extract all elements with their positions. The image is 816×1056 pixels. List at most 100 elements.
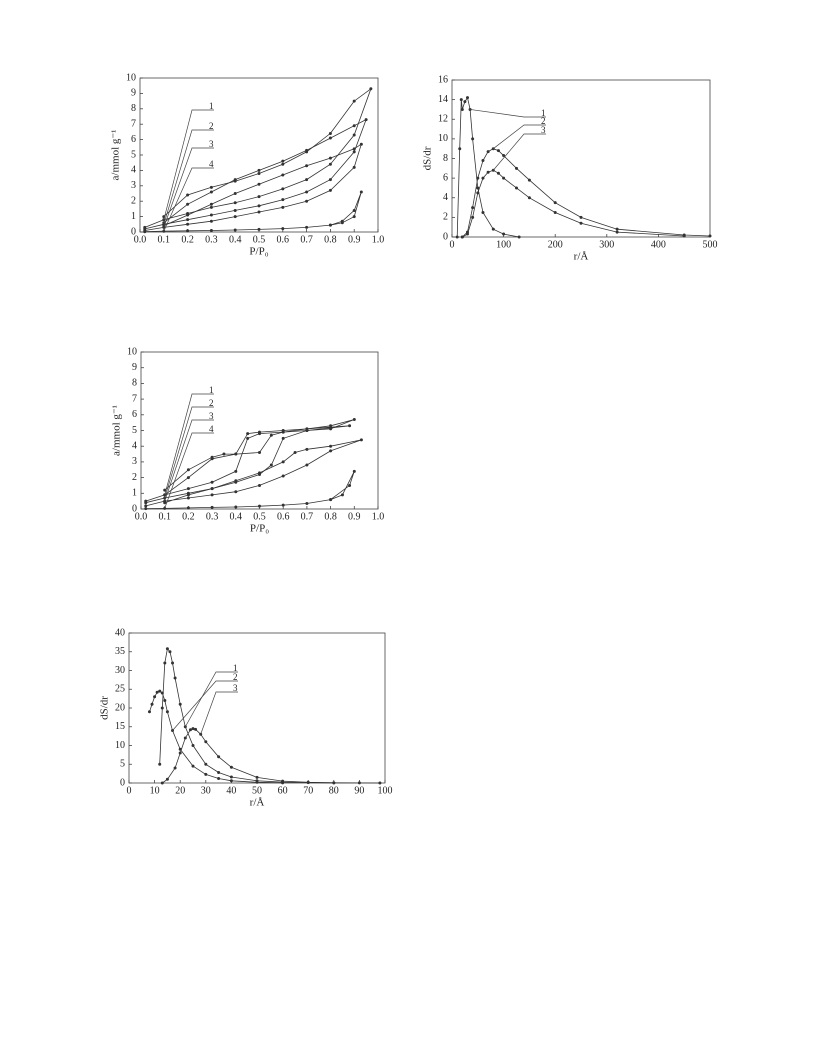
data-point: [305, 148, 309, 152]
data-point: [515, 166, 518, 170]
data-point: [183, 736, 187, 740]
data-point: [352, 150, 356, 154]
data-point: [217, 755, 221, 759]
legend-label: 3: [233, 683, 238, 693]
data-point: [168, 650, 172, 654]
plot-frame: [451, 79, 711, 238]
y-tick-label: 2: [132, 472, 137, 483]
data-point: [486, 150, 490, 154]
data-point: [165, 647, 169, 651]
x-tick-label: 90: [354, 785, 364, 796]
data-point: [352, 99, 356, 103]
data-point: [234, 505, 238, 509]
data-point: [352, 418, 356, 422]
data-point: [281, 779, 285, 783]
data-point: [305, 502, 309, 506]
x-tick-label: 0.2: [182, 511, 195, 522]
data-point: [352, 208, 356, 212]
data-point: [257, 182, 261, 186]
data-point: [305, 199, 309, 203]
y-tick-label: 8: [132, 378, 137, 389]
data-point: [359, 438, 363, 442]
legend-leader: [164, 406, 214, 499]
data-point: [186, 193, 190, 197]
data-point: [258, 471, 261, 475]
x-tick-label: 0.4: [230, 511, 243, 522]
data-point: [502, 154, 506, 158]
data-point: [328, 131, 332, 135]
x-tick-label: 1.0: [372, 234, 385, 245]
x-axis-label: P/P₀: [250, 523, 269, 535]
x-tick-label: 10: [150, 785, 160, 796]
y-tick-label: 16: [438, 74, 448, 85]
data-point: [233, 201, 237, 205]
y-tick-label: 10: [438, 133, 448, 144]
x-tick-label: 0.0: [135, 511, 148, 522]
data-point: [210, 480, 214, 484]
data-point: [328, 162, 332, 166]
y-axis-label: a/mmol g⁻¹: [111, 405, 123, 456]
legend-leader: [163, 147, 214, 228]
x-tick-label: 0.2: [181, 234, 194, 245]
y-tick-label: 1: [132, 488, 137, 499]
data-point: [255, 775, 259, 779]
x-tick-label: 40: [226, 785, 236, 796]
data-point: [329, 498, 333, 502]
data-point: [229, 765, 233, 769]
data-point: [163, 661, 167, 665]
data-point: [246, 432, 250, 436]
y-tick-label: 35: [115, 646, 125, 657]
data-point: [209, 205, 213, 209]
series-line: [462, 169, 685, 238]
series-line: [462, 148, 711, 238]
legend-leader: [172, 680, 238, 731]
data-point: [328, 156, 332, 160]
data-point: [269, 463, 273, 467]
data-point: [465, 232, 469, 236]
x-tick-label: 200: [548, 239, 563, 250]
data-point: [257, 168, 261, 172]
legend-label: 1: [541, 108, 546, 118]
data-point: [553, 201, 557, 205]
data-point: [234, 479, 238, 483]
data-point: [257, 171, 261, 175]
data-point: [471, 215, 475, 219]
x-axis-label: r/Å: [574, 251, 589, 263]
data-point: [233, 228, 237, 232]
data-point: [178, 751, 182, 755]
data-point: [210, 457, 214, 461]
x-tick-label: 0.9: [348, 511, 361, 522]
data-point: [257, 204, 261, 208]
y-tick-label: 1: [131, 211, 136, 222]
data-point: [233, 178, 237, 182]
y-tick-label: 8: [131, 103, 136, 114]
legend-leader: [163, 109, 214, 220]
data-point: [496, 149, 500, 153]
data-point: [186, 202, 190, 206]
x-tick-label: 100: [378, 785, 393, 796]
x-tick-label: 0: [127, 785, 132, 796]
data-point: [163, 501, 167, 505]
y-tick-label: 9: [132, 362, 137, 373]
data-point: [340, 493, 344, 497]
data-point: [471, 137, 475, 141]
data-point: [257, 227, 261, 231]
data-point: [328, 136, 332, 140]
series-line: [162, 728, 334, 784]
x-tick-label: 0.8: [324, 234, 337, 245]
x-tick-label: 80: [329, 785, 339, 796]
data-point: [158, 762, 162, 766]
series-line: [159, 647, 380, 784]
data-point: [481, 158, 485, 162]
data-point: [186, 213, 190, 217]
x-tick-label: 0.4: [229, 234, 242, 245]
legend-label: 2: [233, 672, 238, 682]
plot-frame: [128, 632, 386, 784]
y-axis-label: a/mmol g⁻¹: [110, 130, 122, 181]
y-tick-label: 6: [132, 409, 137, 420]
data-point: [340, 221, 344, 225]
y-tick-label: 6: [443, 172, 448, 183]
data-point: [217, 771, 221, 774]
data-point: [204, 740, 208, 744]
data-point: [460, 107, 464, 111]
